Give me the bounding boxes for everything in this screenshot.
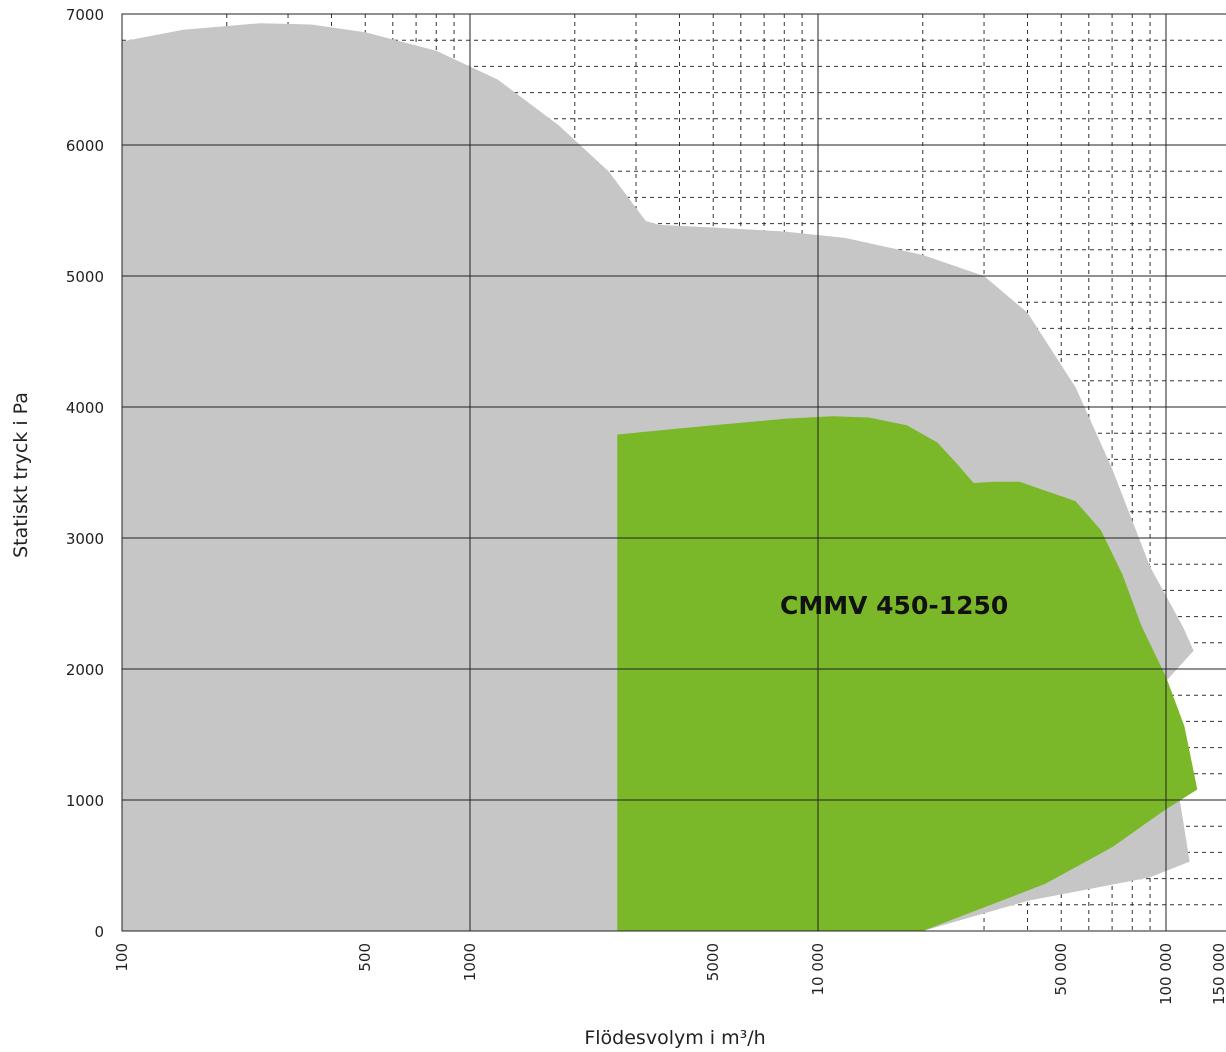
y-tick-label: 0	[94, 923, 104, 941]
y-tick-label: 5000	[66, 268, 104, 286]
y-tick-label: 2000	[66, 661, 104, 679]
y-tick-label: 7000	[66, 6, 104, 24]
x-tick-labels: 100 500 1000 5000 10 000 50 000 100 000 150 000	[113, 943, 1226, 1005]
area-cmmv-450-1250	[617, 416, 1198, 931]
y-axis-label: Statiskt tryck i Pa	[10, 392, 32, 558]
x-tick-label: 50 000	[1052, 943, 1070, 996]
x-tick-label: 150 000	[1210, 943, 1226, 1005]
y-tick-label: 6000	[66, 137, 104, 155]
x-tick-label: 10 000	[809, 943, 827, 996]
plot-frame	[121, 13, 1226, 932]
x-axis-label: Flödesvolym i m³/h	[584, 1027, 765, 1049]
x-tick-label: 1000	[461, 943, 479, 981]
x-tick-label: 5000	[704, 943, 722, 981]
x-tick-label: 500	[356, 943, 374, 972]
y-tick-label: 1000	[66, 792, 104, 810]
y-tick-labels: 0 1000 2000 3000 4000 5000 6000 7000	[66, 6, 104, 941]
chart-areas	[122, 23, 1198, 931]
y-tick-label: 3000	[66, 530, 104, 548]
series-label-cmmv: CMMV 450-1250	[780, 591, 1008, 620]
y-tick-label: 4000	[66, 399, 104, 417]
x-tick-label: 100	[113, 943, 131, 972]
x-tick-label: 100 000	[1157, 943, 1175, 1005]
